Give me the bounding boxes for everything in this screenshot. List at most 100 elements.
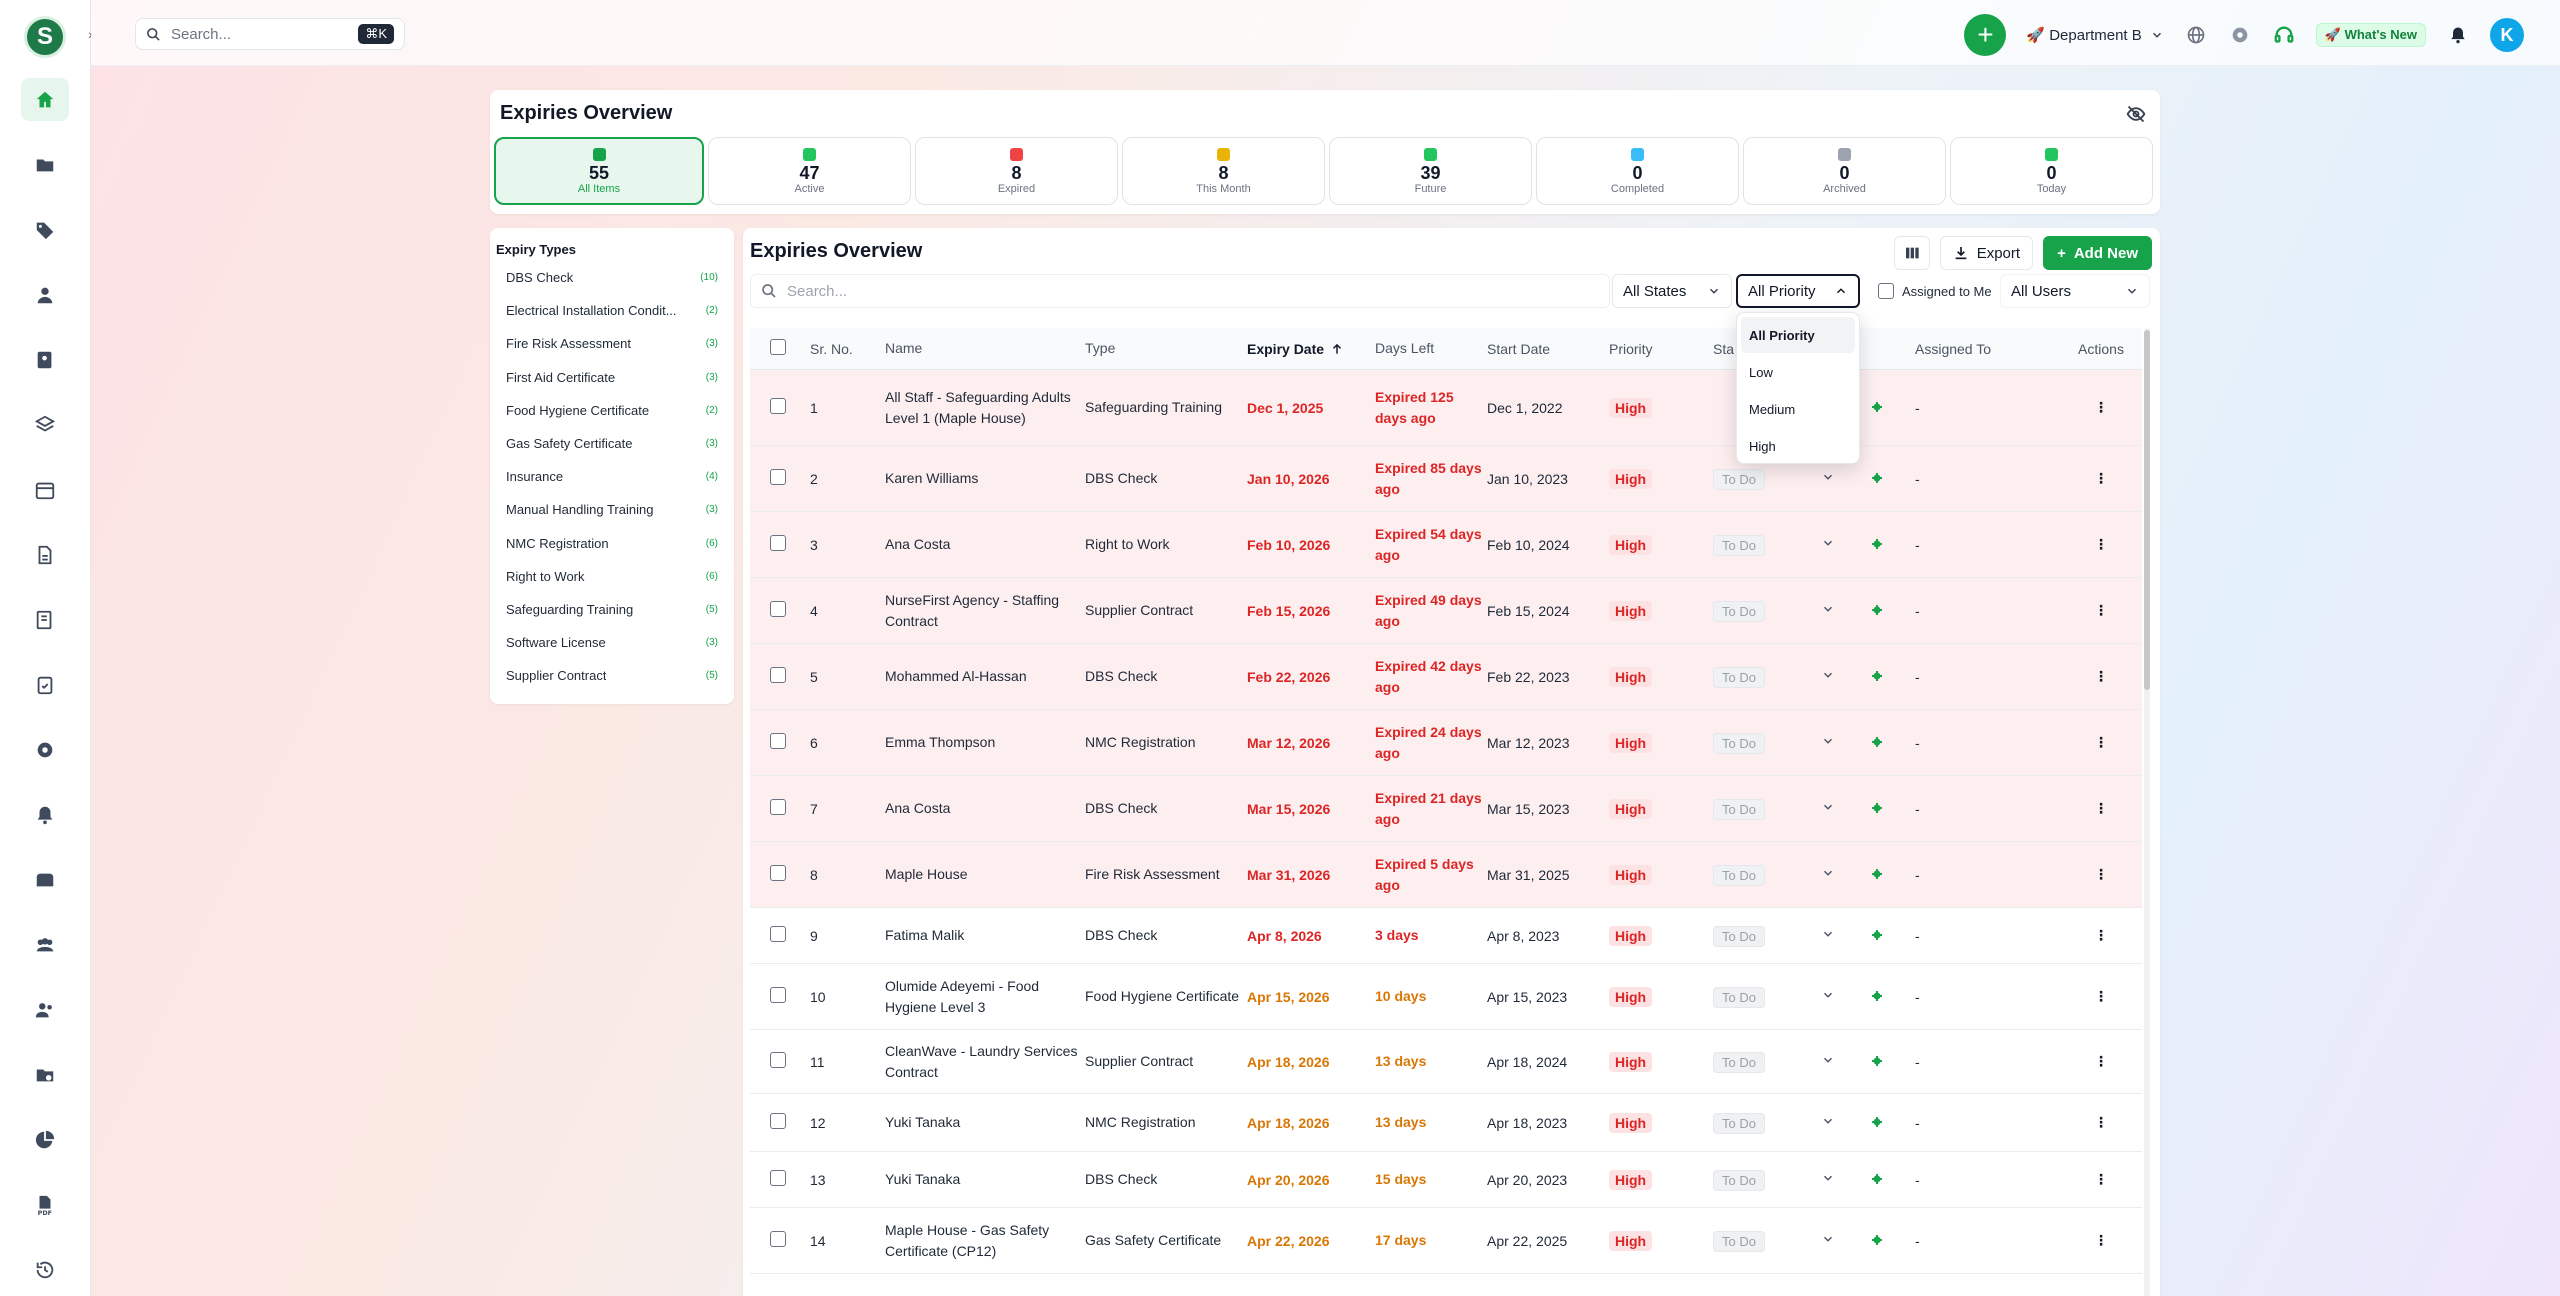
row-name[interactable]: Emma Thompson bbox=[885, 734, 996, 750]
status-badge[interactable]: To Do bbox=[1713, 1112, 1765, 1134]
table-row[interactable]: 8 Maple House Fire Risk Assessment Mar 31, … bbox=[750, 842, 2142, 908]
row-checkbox[interactable] bbox=[770, 667, 786, 683]
global-search[interactable]: Search... ⌘K bbox=[135, 18, 405, 50]
home-icon[interactable] bbox=[21, 78, 69, 121]
folder-settings-icon[interactable] bbox=[21, 1053, 69, 1096]
status-chevron-down-icon[interactable] bbox=[1821, 1053, 1871, 1070]
mailbox-icon[interactable] bbox=[21, 858, 69, 901]
status-badge[interactable]: To Do bbox=[1713, 986, 1765, 1008]
row-checkbox[interactable] bbox=[770, 1231, 786, 1247]
col-priority[interactable]: Priority bbox=[1609, 340, 1653, 357]
status-badge[interactable]: To Do bbox=[1713, 1051, 1765, 1073]
col-sr-no[interactable]: Sr. No. bbox=[810, 340, 853, 357]
status-badge[interactable]: To Do bbox=[1713, 468, 1765, 490]
status-badge[interactable]: To Do bbox=[1713, 666, 1765, 688]
settings-gear-icon[interactable] bbox=[2228, 23, 2252, 47]
row-name[interactable]: Maple House - Gas Safety Certificate (CP… bbox=[885, 1221, 1050, 1259]
status-chevron-down-icon[interactable] bbox=[1821, 470, 1871, 487]
row-actions-kebab-icon[interactable]: ⋮ bbox=[2094, 988, 2108, 1004]
table-row[interactable]: 3 Ana Costa Right to Work Feb 10, 2026 Expir… bbox=[750, 512, 2142, 578]
table-row[interactable]: 9 Fatima Malik DBS Check Apr 8, 2026 3 days A… bbox=[750, 908, 2142, 964]
bell-icon[interactable] bbox=[21, 793, 69, 836]
users-select[interactable]: All Users bbox=[2000, 274, 2150, 308]
status-badge[interactable]: To Do bbox=[1713, 1230, 1765, 1252]
status-chevron-down-icon[interactable] bbox=[1821, 1171, 1871, 1188]
row-checkbox[interactable] bbox=[770, 733, 786, 749]
status-chevron-down-icon[interactable] bbox=[1821, 927, 1871, 944]
add-new-button[interactable]: + Add New bbox=[2043, 236, 2152, 270]
col-status[interactable]: Sta bbox=[1713, 340, 1735, 357]
notifications-bell-icon[interactable] bbox=[2446, 23, 2470, 47]
status-badge[interactable]: To Do bbox=[1713, 732, 1765, 754]
status-chevron-down-icon[interactable] bbox=[1821, 668, 1871, 685]
table-row[interactable]: 4 NurseFirst Agency - Staffing Contract Su… bbox=[750, 578, 2142, 644]
priority-option-low[interactable]: Low bbox=[1749, 364, 1773, 380]
row-name[interactable]: CleanWave - Laundry Services Contract bbox=[885, 1042, 1078, 1080]
priority-option-all-priority[interactable]: All Priority bbox=[1741, 317, 1855, 353]
status-chevron-down-icon[interactable] bbox=[1821, 1232, 1871, 1249]
file-icon[interactable] bbox=[21, 533, 69, 576]
row-name[interactable]: Maple House bbox=[885, 866, 968, 882]
row-checkbox[interactable] bbox=[770, 799, 786, 815]
status-chevron-down-icon[interactable] bbox=[1821, 1114, 1871, 1131]
row-actions-kebab-icon[interactable]: ⋮ bbox=[2094, 470, 2108, 486]
history-icon[interactable] bbox=[21, 1248, 69, 1291]
user-avatar[interactable]: K bbox=[2490, 18, 2524, 52]
expiry-type-item[interactable]: Insurance (4) bbox=[496, 460, 728, 493]
table-row[interactable]: 12 Yuki Tanaka NMC Registration Apr 18, 202… bbox=[750, 1094, 2142, 1152]
status-chevron-down-icon[interactable] bbox=[1821, 536, 1871, 553]
select-all-checkbox[interactable] bbox=[770, 339, 786, 355]
stat-future[interactable]: 39 Future bbox=[1329, 137, 1532, 205]
eye-off-icon[interactable] bbox=[2126, 104, 2146, 129]
row-actions-kebab-icon[interactable]: ⋮ bbox=[2094, 536, 2108, 552]
stat-all-items[interactable]: 55 All Items bbox=[494, 137, 704, 205]
row-name[interactable]: Ana Costa bbox=[885, 536, 951, 552]
status-chevron-down-icon[interactable] bbox=[1821, 988, 1871, 1005]
stat-active[interactable]: 47 Active bbox=[708, 137, 911, 205]
table-search-input[interactable]: Search... bbox=[750, 274, 1610, 308]
status-chevron-down-icon[interactable] bbox=[1821, 734, 1871, 751]
clipboard-check-icon[interactable] bbox=[21, 663, 69, 706]
col-type[interactable]: Type bbox=[1085, 340, 1116, 356]
assigned-to-me-filter[interactable]: Assigned to Me bbox=[1878, 274, 1992, 308]
user-icon[interactable] bbox=[21, 273, 69, 316]
table-row[interactable]: 1 All Staff - Safeguarding Adults Level 1… bbox=[750, 370, 2142, 446]
stat-archived[interactable]: 0 Archived bbox=[1743, 137, 1946, 205]
row-checkbox[interactable] bbox=[770, 601, 786, 617]
table-row[interactable]: 13 Yuki Tanaka DBS Check Apr 20, 2026 15 day… bbox=[750, 1152, 2142, 1208]
row-checkbox[interactable] bbox=[770, 535, 786, 551]
globe-icon[interactable] bbox=[2184, 23, 2208, 47]
row-checkbox[interactable] bbox=[770, 398, 786, 414]
row-checkbox[interactable] bbox=[770, 926, 786, 942]
tag-icon[interactable] bbox=[21, 208, 69, 251]
row-actions-kebab-icon[interactable]: ⋮ bbox=[2094, 866, 2108, 882]
assigned-to-me-checkbox[interactable] bbox=[1878, 283, 1894, 299]
gear-icon[interactable] bbox=[21, 728, 69, 771]
row-name[interactable]: NurseFirst Agency - Staffing Contract bbox=[885, 591, 1060, 629]
users-icon[interactable] bbox=[21, 988, 69, 1031]
folder-icon[interactable] bbox=[21, 143, 69, 186]
row-actions-kebab-icon[interactable]: ⋮ bbox=[2094, 602, 2108, 618]
row-name[interactable]: Karen Williams bbox=[885, 470, 979, 486]
row-actions-kebab-icon[interactable]: ⋮ bbox=[2094, 1171, 2108, 1187]
stat-today[interactable]: 0 Today bbox=[1950, 137, 2153, 205]
expiry-type-item[interactable]: Safeguarding Training (5) bbox=[496, 593, 728, 626]
expiry-type-item[interactable]: First Aid Certificate (3) bbox=[496, 361, 728, 394]
expiry-type-item[interactable]: Right to Work (6) bbox=[496, 560, 728, 593]
row-actions-kebab-icon[interactable]: ⋮ bbox=[2094, 1053, 2108, 1069]
pdf-icon[interactable]: PDF bbox=[21, 1183, 69, 1226]
row-name[interactable]: All Staff - Safeguarding Adults Level 1 … bbox=[885, 388, 1071, 426]
row-actions-kebab-icon[interactable]: ⋮ bbox=[2094, 927, 2108, 943]
list-check-icon[interactable] bbox=[21, 598, 69, 641]
expiry-type-item[interactable]: Manual Handling Training (3) bbox=[496, 493, 728, 526]
col-days-left[interactable]: Days Left bbox=[1375, 340, 1435, 356]
col-assigned-to[interactable]: Assigned To bbox=[1915, 340, 1992, 357]
row-name[interactable]: Ana Costa bbox=[885, 800, 951, 816]
app-logo[interactable]: S bbox=[24, 16, 66, 58]
col-start-date[interactable]: Start Date bbox=[1487, 340, 1551, 357]
status-badge[interactable]: To Do bbox=[1713, 798, 1765, 820]
priority-option-high[interactable]: High bbox=[1749, 438, 1776, 454]
col-expiry-date[interactable]: Expiry Date bbox=[1247, 341, 1375, 357]
table-row[interactable]: 11 CleanWave - Laundry Services Contract S… bbox=[750, 1030, 2142, 1094]
expiry-type-item[interactable]: Electrical Installation Condit... (2) bbox=[496, 294, 728, 327]
